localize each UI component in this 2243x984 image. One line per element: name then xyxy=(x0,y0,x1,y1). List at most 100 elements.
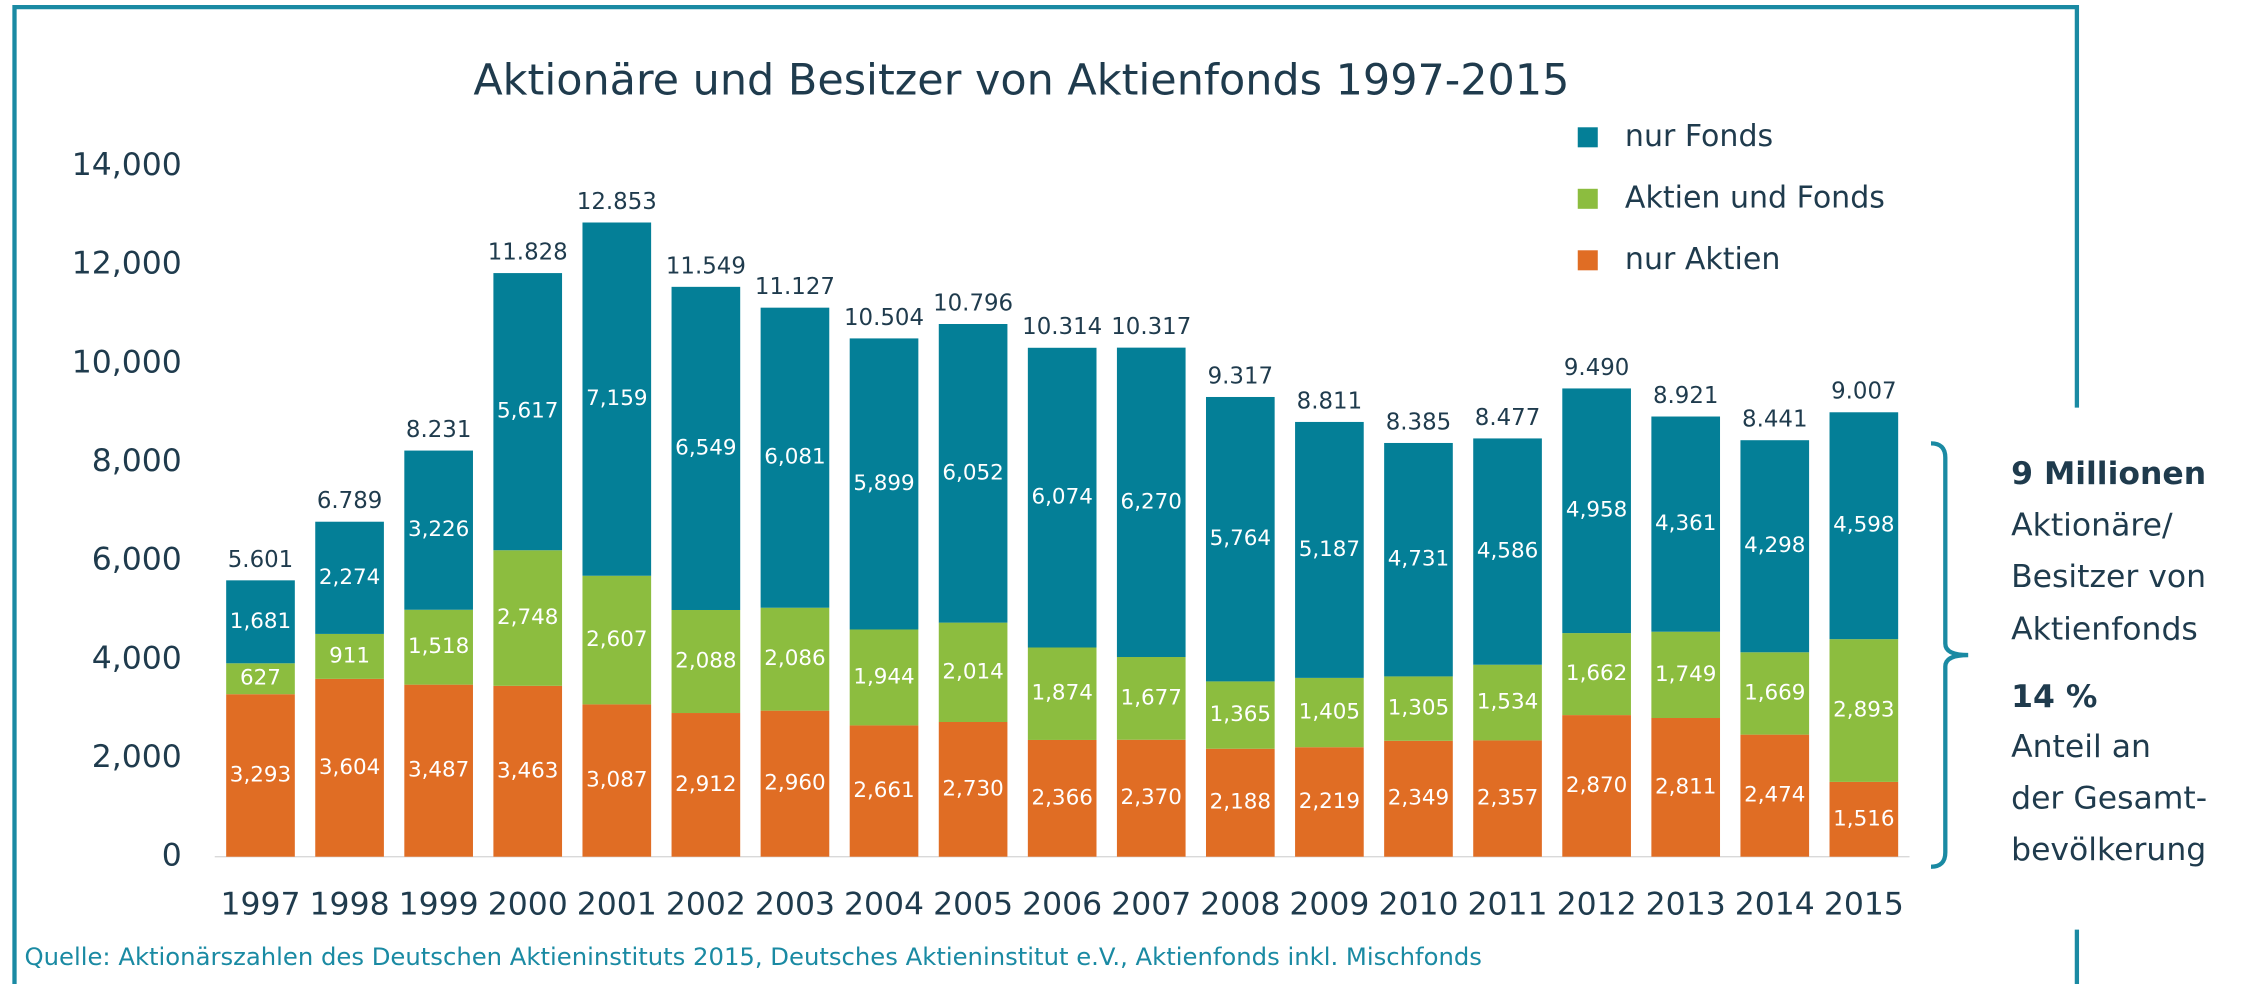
annotation: 9 Millionen xyxy=(2011,456,2206,492)
bar-segment xyxy=(315,521,384,634)
value-label: 3,226 xyxy=(408,517,469,542)
value-label: 2,730 xyxy=(942,776,1003,801)
bar-segment xyxy=(404,450,473,610)
x-tick-label: 2010 xyxy=(1378,886,1458,922)
value-label: 4,598 xyxy=(1833,513,1894,538)
bar-segment xyxy=(1295,421,1364,678)
y-tick-label: 2,000 xyxy=(92,739,182,775)
x-tick-label: 2003 xyxy=(755,886,835,922)
bar-segment xyxy=(1116,347,1186,658)
value-label: 1,405 xyxy=(1299,700,1360,725)
value-label: 2,366 xyxy=(1031,785,1092,810)
total-label: 11.549 xyxy=(666,253,746,279)
x-tick-label: 1997 xyxy=(220,886,300,922)
value-label: 1,669 xyxy=(1744,680,1805,705)
y-tick-label: 14,000 xyxy=(72,147,182,183)
bar-segment xyxy=(849,725,919,857)
value-label: 5,764 xyxy=(1210,526,1271,551)
total-label: 5.601 xyxy=(228,547,294,573)
bar-segment xyxy=(493,685,563,857)
total-label: 8.477 xyxy=(1475,405,1541,431)
total-label: 10.504 xyxy=(844,305,924,331)
x-tick-label: 2002 xyxy=(666,886,746,922)
value-label: 6,549 xyxy=(675,435,736,460)
value-label: 3,604 xyxy=(319,755,380,780)
bar-segment xyxy=(404,684,473,857)
x-tick-label: 2000 xyxy=(488,886,568,922)
bar-segment xyxy=(671,286,741,610)
bar-segment xyxy=(1205,748,1275,857)
value-label: 1,518 xyxy=(408,634,469,659)
bar-segment xyxy=(849,338,919,630)
bar-segment xyxy=(1829,639,1899,782)
frame xyxy=(12,5,2080,984)
value-label: 1,534 xyxy=(1477,690,1538,715)
y-tick-label: 4,000 xyxy=(92,640,182,676)
bar-segment xyxy=(1027,647,1097,740)
value-label: 2,274 xyxy=(319,565,380,590)
bar-segment xyxy=(493,550,563,686)
value-label: 2,893 xyxy=(1833,698,1894,723)
legend-label: nur Fonds xyxy=(1625,119,1773,154)
bracket xyxy=(1930,441,1969,869)
total-label: 8.921 xyxy=(1653,383,1719,409)
value-label: 4,298 xyxy=(1744,533,1805,558)
bar-segment xyxy=(671,713,741,857)
value-label: 7,159 xyxy=(586,386,647,411)
y-tick-label: 6,000 xyxy=(92,542,182,578)
x-tick-label: 2011 xyxy=(1468,886,1548,922)
bar-segment xyxy=(582,575,652,705)
total-label: 10.314 xyxy=(1022,314,1102,340)
value-label: 4,361 xyxy=(1655,511,1716,536)
bar-segment xyxy=(1205,681,1275,749)
value-label: 5,899 xyxy=(853,471,914,496)
value-label: 1,305 xyxy=(1388,696,1449,721)
bar-segment xyxy=(1384,740,1453,857)
x-tick-label: 2006 xyxy=(1022,886,1102,922)
legend-label: nur Aktien xyxy=(1625,242,1780,277)
x-tick-label: 2007 xyxy=(1111,886,1191,922)
bar-segment xyxy=(1295,747,1364,857)
bar-segment xyxy=(493,273,563,551)
value-label: 911 xyxy=(329,643,370,668)
bar-segment xyxy=(226,663,295,695)
y-tick-label: 12,000 xyxy=(72,246,182,282)
value-label: 4,731 xyxy=(1388,547,1449,572)
chart-title: Aktionäre und Besitzer von Aktienfonds 1… xyxy=(473,55,1569,105)
total-label: 6.789 xyxy=(317,488,382,514)
bar-segment xyxy=(1116,739,1186,857)
x-tick-label: 2004 xyxy=(844,886,924,922)
total-label: 12.853 xyxy=(577,189,657,215)
bar-segment xyxy=(1562,633,1631,716)
value-label: 1,874 xyxy=(1031,681,1092,706)
value-label: 1,662 xyxy=(1566,661,1627,686)
annotation: Besitzer von xyxy=(2011,559,2206,595)
x-tick-label: 2008 xyxy=(1200,886,1280,922)
source: Quelle: Aktionärszahlen des Deutschen Ak… xyxy=(25,942,1482,971)
value-label: 3,087 xyxy=(586,768,647,793)
legend-swatch xyxy=(1577,188,1598,209)
value-label: 5,187 xyxy=(1299,537,1360,562)
bar-segment xyxy=(1651,718,1721,857)
value-label: 2,912 xyxy=(675,772,736,797)
bar-segment xyxy=(760,307,830,608)
bar-segment xyxy=(1473,664,1542,741)
x-tick-label: 1999 xyxy=(399,886,479,922)
total-label: 8.441 xyxy=(1742,407,1808,433)
bar-segment xyxy=(582,222,652,576)
value-label: 1,516 xyxy=(1833,806,1894,831)
bar-segment xyxy=(1384,442,1453,677)
bar-segment xyxy=(1740,652,1810,735)
value-label: 1,749 xyxy=(1655,662,1716,687)
total-label: 9.317 xyxy=(1208,363,1274,389)
total-label: 8.811 xyxy=(1297,388,1363,414)
value-label: 4,958 xyxy=(1566,498,1627,523)
bar-segment xyxy=(1651,416,1721,632)
value-label: 2,088 xyxy=(675,649,736,674)
bar-segment xyxy=(226,694,295,857)
x-tick-label: 1998 xyxy=(310,886,390,922)
value-label: 2,607 xyxy=(586,627,647,652)
x-tick-label: 2014 xyxy=(1735,886,1815,922)
bar-segment xyxy=(1651,631,1721,719)
